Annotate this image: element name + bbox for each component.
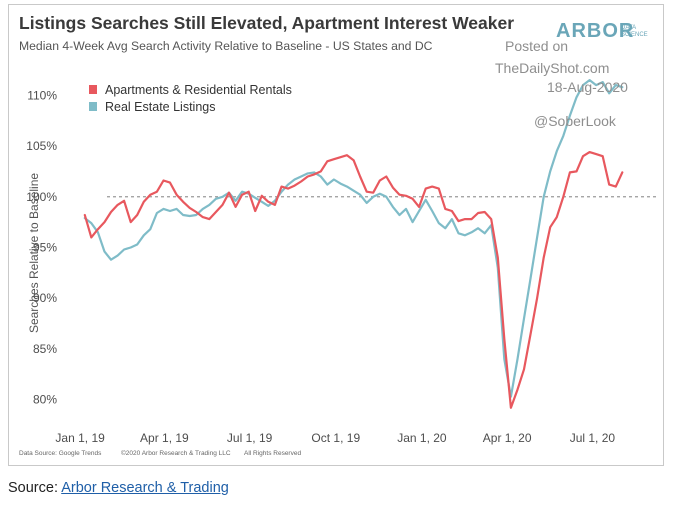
source-footer: Source: Arbor Research & Trading: [8, 480, 229, 496]
x-tick-label: Jul 1, 19: [227, 431, 273, 445]
chart-title: Listings Searches Still Elevated, Apartm…: [19, 13, 514, 33]
x-tick-label: Jul 1, 20: [570, 431, 616, 445]
series-line-apartments: [83, 151, 624, 409]
x-tick-label: Jan 1, 20: [397, 431, 447, 445]
y-tick-label: 105%: [26, 139, 57, 153]
y-tick-label: 100%: [26, 190, 57, 204]
credit-copyright: ©2020 Arbor Research & Trading LLC: [121, 449, 231, 457]
watermark-site: TheDailyShot.com: [495, 60, 609, 76]
chart-subtitle: Median 4-Week Avg Search Activity Relati…: [19, 39, 433, 53]
source-link[interactable]: Arbor Research & Trading: [61, 480, 229, 496]
line-chart: Listings Searches Still Elevated, Apartm…: [19, 13, 657, 457]
y-axis-ticks: 80% 85% 90% 95% 100% 105% 110%: [26, 88, 57, 406]
credit-rights: All Rights Reserved: [244, 450, 301, 457]
series-line-listings: [83, 79, 624, 398]
y-axis-label: Searches Relative to Baseline: [27, 173, 41, 333]
source-prefix: Source:: [8, 480, 62, 496]
y-tick-label: 80%: [33, 393, 57, 407]
credits: Data Source: Google Trends ©2020 Arbor R…: [19, 449, 301, 457]
y-tick-label: 110%: [27, 88, 57, 102]
legend-label-listings: Real Estate Listings: [105, 100, 215, 114]
x-tick-label: Jan 1, 19: [55, 431, 105, 445]
x-axis-ticks: Jan 1, 19 Apr 1, 19 Jul 1, 19 Oct 1, 19 Jan …: [55, 431, 615, 445]
credit-data-source: Data Source: Google Trends: [19, 450, 102, 457]
brand-name: ARBOR: [556, 20, 634, 42]
arbor-logo: ARBOR DATA SCIENCE: [556, 20, 648, 42]
x-tick-label: Oct 1, 19: [311, 431, 360, 445]
y-tick-label: 85%: [33, 342, 57, 356]
watermark-posted-on: Posted on: [505, 38, 568, 54]
watermark: Posted on TheDailyShot.com 18-Aug-2020 @…: [495, 38, 628, 129]
legend: Apartments & Residential Rentals Real Es…: [89, 83, 292, 114]
series-lines: [83, 79, 624, 409]
y-tick-label: 95%: [33, 241, 57, 255]
y-tick-label: 90%: [33, 291, 57, 305]
watermark-handle: @SoberLook: [534, 113, 617, 129]
brand-sub-bottom: SCIENCE: [621, 32, 648, 38]
legend-swatch-listings: [89, 102, 97, 111]
legend-label-apartments: Apartments & Residential Rentals: [105, 83, 292, 97]
brand-sub-top: DATA: [621, 25, 636, 31]
x-tick-label: Apr 1, 20: [483, 431, 532, 445]
legend-swatch-apartments: [89, 85, 97, 94]
x-tick-label: Apr 1, 19: [140, 431, 189, 445]
chart-frame: Listings Searches Still Elevated, Apartm…: [8, 4, 664, 466]
watermark-date: 18-Aug-2020: [547, 79, 628, 95]
